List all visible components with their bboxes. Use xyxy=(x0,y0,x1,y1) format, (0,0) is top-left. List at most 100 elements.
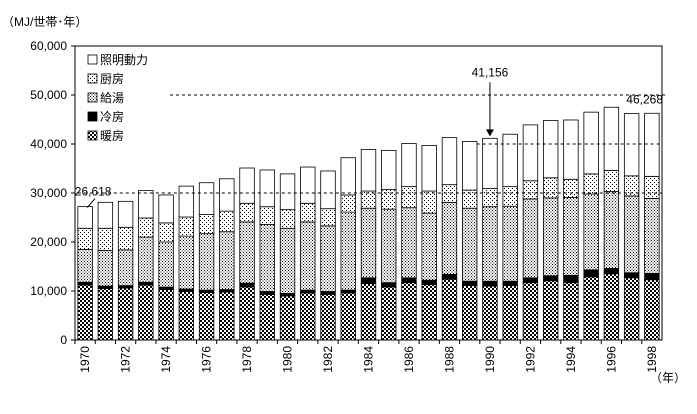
bar-segment-給湯 xyxy=(502,205,518,282)
bar-segment-照明動力 xyxy=(360,148,377,192)
bar-segment-厨房 xyxy=(259,206,275,225)
y-tick-label: 20,000 xyxy=(30,235,67,249)
bar-segment-厨房 xyxy=(522,180,539,200)
bar-segment-給湯 xyxy=(644,197,660,274)
bar-segment-冷房 xyxy=(421,279,437,286)
bar-segment-暖房 xyxy=(441,278,458,341)
bar-segment-給湯 xyxy=(138,236,154,283)
legend-label: 冷房 xyxy=(100,109,124,124)
bar-segment-厨房 xyxy=(381,189,397,210)
reference-lines xyxy=(71,94,666,194)
bar-segment-給湯 xyxy=(421,212,437,281)
bar-segment-給湯 xyxy=(198,233,215,291)
bar-segment-暖房 xyxy=(77,284,93,341)
y-tick-label: 60,000 xyxy=(30,39,67,53)
x-tick-label: 1974 xyxy=(159,346,173,373)
x-tick-label: 1984 xyxy=(362,346,376,373)
bar-segment-照明動力 xyxy=(623,113,640,177)
bar-segment-照明動力 xyxy=(259,169,275,208)
bar-segment-厨房 xyxy=(178,216,195,237)
bar-segment-冷房 xyxy=(441,273,458,280)
bar-segment-照明動力 xyxy=(563,119,579,180)
bar-segment-照明動力 xyxy=(462,141,478,191)
bar-segment-照明動力 xyxy=(421,145,437,192)
legend-swatch xyxy=(87,111,98,122)
bar-segment-厨房 xyxy=(138,217,154,238)
bar-segment-照明動力 xyxy=(340,157,356,196)
bar-segment-冷房 xyxy=(542,275,559,282)
bar-segment-照明動力 xyxy=(219,178,235,212)
bar-segment-厨房 xyxy=(421,190,437,214)
bar-segment-厨房 xyxy=(117,226,134,251)
bar-segment-照明動力 xyxy=(502,133,518,188)
bar-segment-照明動力 xyxy=(441,137,458,186)
bar-segment-給湯 xyxy=(239,221,255,284)
bar-segment-暖房 xyxy=(259,294,275,341)
bar-segment-給湯 xyxy=(340,211,356,291)
bar-segment-厨房 xyxy=(97,227,114,251)
bar-segment-厨房 xyxy=(77,227,93,250)
annotation-label: 46,268 xyxy=(626,92,663,106)
annotation-arrowhead xyxy=(485,129,494,137)
x-tick-label: 1988 xyxy=(442,346,456,373)
bar-segment-給湯 xyxy=(117,249,134,287)
bar-segment-照明動力 xyxy=(522,124,539,182)
bar-segment-暖房 xyxy=(421,284,437,341)
bar-segment-給湯 xyxy=(360,207,377,279)
bar-segment-給湯 xyxy=(563,197,579,276)
legend-label: 厨房 xyxy=(100,71,124,86)
x-tick-label: 1998 xyxy=(645,346,659,373)
bar-segment-照明動力 xyxy=(320,170,336,210)
bar-segment-暖房 xyxy=(583,276,599,341)
bar-segment-厨房 xyxy=(603,170,620,192)
legend-swatch xyxy=(87,92,98,103)
bar-segment-厨房 xyxy=(198,214,215,235)
bar-segment-厨房 xyxy=(360,190,377,209)
bar-segment-暖房 xyxy=(563,282,579,341)
bar-segment-暖房 xyxy=(603,273,620,341)
bar-segment-冷房 xyxy=(462,280,478,287)
bar-segment-給湯 xyxy=(482,206,498,282)
bar-segment-厨房 xyxy=(239,202,255,223)
annotation-label: 41,156 xyxy=(472,65,509,79)
bar-segment-暖房 xyxy=(644,279,660,341)
bar-segment-冷房 xyxy=(502,280,518,287)
bar-segment-給湯 xyxy=(279,227,296,294)
bar-segment-照明動力 xyxy=(279,173,296,211)
bar-segment-暖房 xyxy=(542,280,559,341)
bar-segment-照明動力 xyxy=(117,200,134,228)
bar-segment-照明動力 xyxy=(138,190,154,219)
bar-segment-暖房 xyxy=(219,291,235,341)
bar-segment-厨房 xyxy=(563,178,579,198)
annotations: 26,618 41,156 46,268 xyxy=(75,65,663,208)
bar-segment-冷房 xyxy=(401,277,417,284)
x-axis-label: （年） xyxy=(650,371,686,385)
bar-segment-暖房 xyxy=(97,288,114,341)
bar-segment-照明動力 xyxy=(300,166,316,204)
bar-segment-暖房 xyxy=(158,289,174,341)
bar-segment-給湯 xyxy=(259,223,275,292)
bar-segment-照明動力 xyxy=(77,206,93,229)
bar-segment-給湯 xyxy=(178,235,195,290)
x-tick-label: 1970 xyxy=(78,346,92,373)
bar-segment-暖房 xyxy=(300,292,316,341)
legend-swatch xyxy=(87,73,98,84)
bar-segment-照明動力 xyxy=(542,120,559,179)
bar-segment-冷房 xyxy=(381,282,397,288)
bar-segment-冷房 xyxy=(138,281,154,286)
y-tick-label: 40,000 xyxy=(30,137,67,151)
bar-segment-暖房 xyxy=(340,292,356,341)
bar-segment-冷房 xyxy=(259,291,275,295)
bar-segment-冷房 xyxy=(482,280,498,287)
bar-segment-暖房 xyxy=(482,285,498,341)
bar-segment-暖房 xyxy=(360,283,377,341)
bar-segment-冷房 xyxy=(522,277,539,284)
bar-segment-暖房 xyxy=(138,284,154,341)
bar-segment-暖房 xyxy=(279,295,296,341)
y-axis: 0 10,000 20,000 30,000 40,000 50,000 60,000 xyxy=(30,39,75,347)
legend-label: 暖房 xyxy=(100,128,124,143)
bar-segment-暖房 xyxy=(623,277,640,341)
bar-segment-厨房 xyxy=(644,175,660,199)
